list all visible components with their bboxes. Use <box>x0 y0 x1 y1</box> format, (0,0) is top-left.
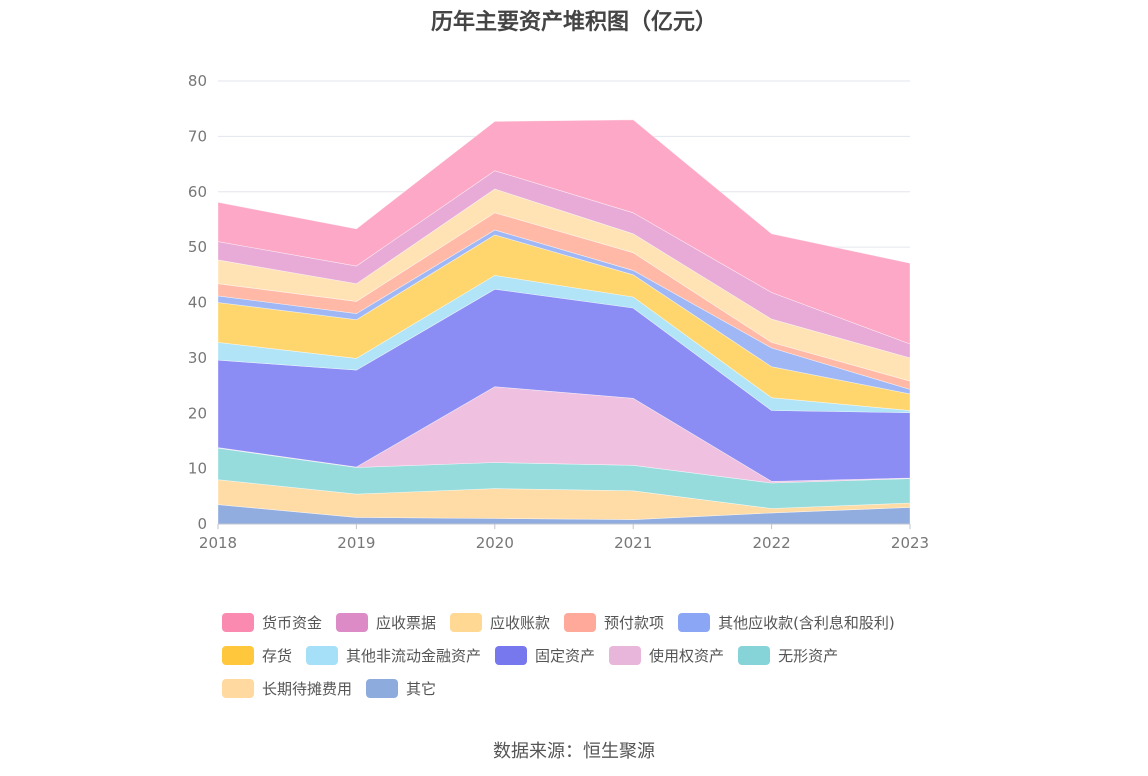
y-tick-label: 50 <box>188 238 207 256</box>
y-tick-label: 70 <box>188 127 207 145</box>
y-tick-label: 20 <box>188 404 207 422</box>
legend-item[interactable]: 固定资产 <box>495 645 595 666</box>
area-货币资金 <box>217 119 911 345</box>
axes: 0 10 20 30 40 50 60 70 80 2018 2019 2020 2021 2022 202… <box>188 72 929 552</box>
y-tick-label: 40 <box>188 294 207 312</box>
y-tick-label: 10 <box>188 460 207 478</box>
chart-title: 历年主要资产堆积图（亿元） <box>430 10 717 35</box>
legend-swatch <box>222 613 254 632</box>
legend-label: 其它 <box>406 680 437 698</box>
x-tick-label: 2023 <box>891 534 929 552</box>
legend-label: 固定资产 <box>535 647 596 665</box>
legend-label: 存货 <box>262 647 293 665</box>
legend-item[interactable]: 长期待摊费用 <box>222 678 352 699</box>
area-series <box>217 119 911 525</box>
legend-item[interactable]: 其它 <box>366 678 436 699</box>
x-tick-label: 2020 <box>476 534 514 552</box>
legend-label: 无形资产 <box>778 647 839 665</box>
x-tick-label: 2021 <box>614 534 652 552</box>
legend-label: 货币资金 <box>262 614 323 632</box>
data-source: 数据来源：恒生聚源 <box>493 741 655 762</box>
legend-item[interactable]: 其他非流动金融资产 <box>306 645 481 666</box>
legend-swatch <box>609 646 642 665</box>
legend-swatch <box>564 613 597 632</box>
legend-item[interactable]: 应收账款 <box>450 612 550 633</box>
legend-label: 长期待摊费用 <box>262 680 353 698</box>
y-tick-label: 30 <box>188 349 207 367</box>
legend-swatch <box>366 679 399 698</box>
y-tick-label: 0 <box>197 515 207 533</box>
y-tick-label: 60 <box>188 183 207 201</box>
legend-label: 其他应收款(含利息和股利) <box>718 614 895 632</box>
legend-label: 应收账款 <box>490 614 551 632</box>
legend-row: 货币资金 应收票据 应收账款 预付款项 其他应收款(含利息和股利) <box>222 606 982 639</box>
legend-item[interactable]: 其他应收款(含利息和股利) <box>678 612 895 633</box>
legend-label: 其他非流动金融资产 <box>346 647 482 665</box>
x-tick-label: 2022 <box>753 534 791 552</box>
x-tick-label: 2019 <box>337 534 375 552</box>
legend-item[interactable]: 应收票据 <box>336 612 436 633</box>
legend-swatch <box>222 679 254 698</box>
legend-label: 应收票据 <box>376 614 437 632</box>
legend-swatch <box>495 646 528 665</box>
legend-label: 使用权资产 <box>649 647 725 665</box>
legend-row: 长期待摊费用 其它 <box>222 672 982 705</box>
legend-swatch <box>738 646 771 665</box>
legend-swatch <box>678 613 711 632</box>
legend-item[interactable]: 存货 <box>222 645 292 666</box>
x-tick-label: 2018 <box>199 534 237 552</box>
legend-item[interactable]: 预付款项 <box>564 612 664 633</box>
legend-swatch <box>222 646 254 665</box>
legend-swatch <box>306 646 339 665</box>
legend-row: 存货 其他非流动金融资产 固定资产 使用权资产 无形资产 <box>222 639 982 672</box>
stacked-area-chart: 0 10 20 30 40 50 60 70 80 2018 2019 2020 2021 2022 202… <box>188 72 929 552</box>
legend-item[interactable]: 使用权资产 <box>609 645 724 666</box>
legend-item[interactable]: 货币资金 <box>222 612 322 633</box>
legend: 货币资金 应收票据 应收账款 预付款项 其他应收款(含利息和股利) 存货 其他非流动金融资产… <box>222 606 982 705</box>
legend-swatch <box>336 613 369 632</box>
legend-swatch <box>450 613 483 632</box>
y-tick-label: 80 <box>188 72 207 90</box>
legend-label: 预付款项 <box>604 614 665 632</box>
legend-item[interactable]: 无形资产 <box>738 645 838 666</box>
